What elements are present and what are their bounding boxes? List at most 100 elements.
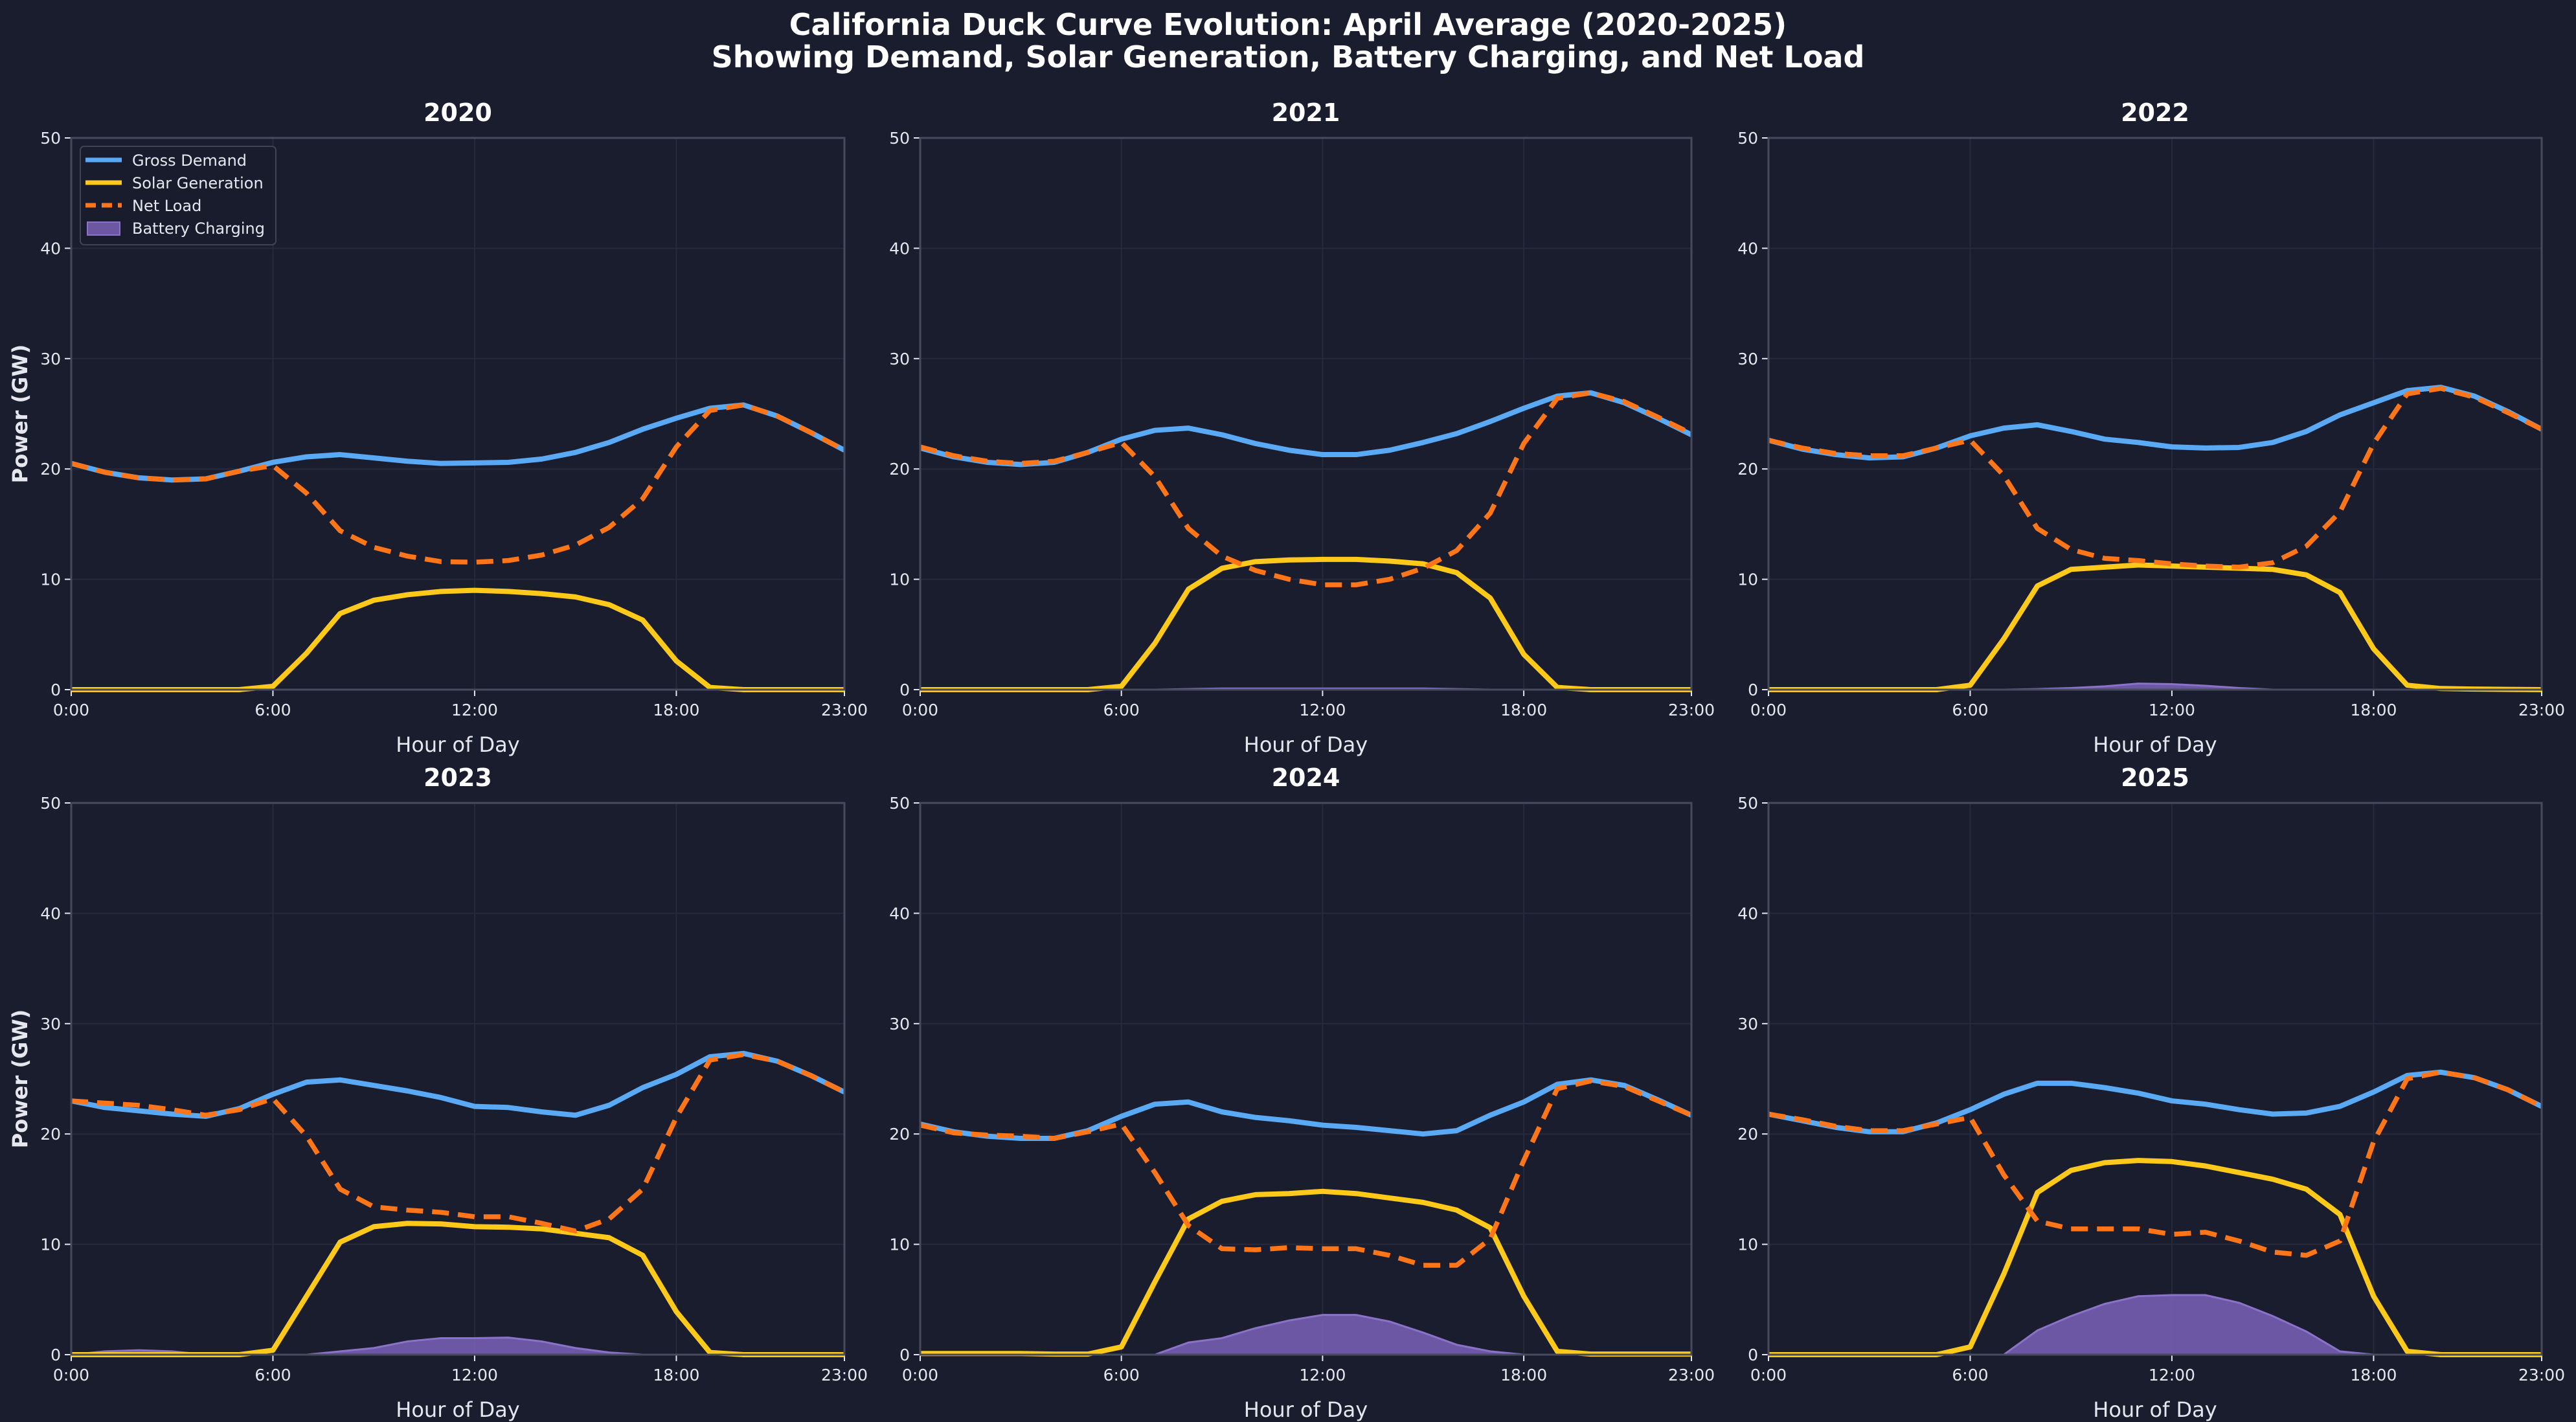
ytick-label: 50	[40, 794, 61, 813]
axes-frame	[70, 137, 846, 691]
net-load-line	[1768, 386, 2543, 570]
axes-frame	[1767, 802, 2543, 1356]
axes-frame	[919, 137, 1693, 691]
x-axis-label: Hour of Day	[1244, 732, 1368, 757]
ytick-label: 20	[889, 1125, 910, 1144]
axes-frame	[1767, 137, 2543, 691]
x-axis-label: Hour of Day	[2093, 732, 2217, 757]
ytick-label: 0	[1748, 1346, 1758, 1364]
x-axis-label: Hour of Day	[396, 1397, 519, 1422]
ytick-label: 30	[889, 350, 910, 368]
panel-2025: 0 10 20 30 40 50 0:00 6:00 12:00 18:00 23:00 2025 Ho…	[1737, 763, 2565, 1422]
panel-title: 2024	[1272, 763, 1340, 792]
plot-area	[920, 138, 1691, 690]
ytick-label: 50	[889, 794, 910, 813]
panel-title: 2025	[2121, 763, 2189, 792]
panel-title: 2021	[1272, 98, 1340, 127]
xtick-label: 6:00	[254, 1366, 291, 1384]
y-axis-label: Power (GW)	[8, 1010, 32, 1148]
plot-area	[71, 803, 844, 1355]
ytick-label: 10	[40, 1236, 61, 1254]
panel-2021: 0 10 20 30 40 50 0:00 6:00 12:00 18:00 23:00 2021 Ho…	[889, 98, 1715, 757]
legend-label: Solar Generation	[132, 174, 264, 192]
net-load-line	[1768, 1070, 2543, 1258]
plot-area	[920, 803, 1691, 1355]
legend-label: Net Load	[132, 197, 201, 215]
xtick-label: 23:00	[1668, 701, 1715, 719]
xtick-label: 0:00	[53, 1366, 89, 1384]
ytick-label: 30	[1737, 350, 1758, 368]
xtick-label: 18:00	[2350, 701, 2397, 719]
panel-title: 2023	[424, 763, 492, 792]
ytick-label: 0	[51, 681, 61, 699]
legend-box	[80, 146, 277, 245]
x-axis-label: Hour of Day	[2093, 1397, 2217, 1422]
xtick-label: 6:00	[1103, 701, 1140, 719]
xtick-label: 23:00	[2518, 701, 2565, 719]
xtick-label: 0:00	[902, 701, 938, 719]
xtick-label: 18:00	[653, 1366, 699, 1384]
legend-swatch-battery	[87, 221, 120, 236]
panel-2024: 0 10 20 30 40 50 0:00 6:00 12:00 18:00 23:00 2024 Ho…	[889, 763, 1715, 1422]
xtick-label: 12:00	[2149, 701, 2195, 719]
figure-subtitle: Showing Demand, Solar Generation, Batter…	[712, 40, 1865, 74]
panel-title: 2022	[2121, 98, 2189, 127]
ytick-label: 50	[40, 129, 61, 148]
xtick-label: 0:00	[1750, 701, 1787, 719]
xtick-label: 23:00	[821, 1366, 868, 1384]
xtick-label: 18:00	[653, 701, 699, 719]
ytick-label: 50	[889, 129, 910, 148]
ytick-label: 30	[40, 1015, 61, 1033]
xtick-label: 6:00	[1952, 1366, 1988, 1384]
ytick-label: 10	[889, 570, 910, 589]
x-axis-label: Hour of Day	[396, 732, 519, 757]
ytick-label: 50	[1737, 794, 1758, 813]
ytick-label: 20	[40, 460, 61, 479]
panel-title: 2020	[424, 98, 492, 127]
ytick-label: 30	[40, 350, 61, 368]
xtick-label: 0:00	[902, 1366, 938, 1384]
net-load-line	[920, 390, 1693, 587]
xtick-label: 23:00	[1668, 1366, 1715, 1384]
ytick-label: 50	[1737, 129, 1758, 148]
axes-frame	[70, 802, 846, 1356]
ytick-label: 40	[889, 904, 910, 923]
plot-area	[1768, 803, 2542, 1355]
xtick-label: 0:00	[53, 701, 89, 719]
ytick-label: 0	[1748, 681, 1758, 699]
y-axis-label: Power (GW)	[8, 344, 32, 483]
xtick-label: 18:00	[2350, 1366, 2397, 1384]
panel-2023: 0 10 20 30 40 50 0:00 6:00 12:00 18:00 23:00 2023 Ho…	[8, 763, 868, 1422]
x-axis-label: Hour of Day	[1244, 1397, 1368, 1422]
panel-2022: 0 10 20 30 40 50 0:00 6:00 12:00 18:00 23:00 2022 Ho…	[1737, 98, 2565, 757]
xtick-label: 6:00	[1952, 701, 1988, 719]
ytick-label: 30	[889, 1015, 910, 1033]
ytick-label: 40	[40, 239, 61, 258]
net-load-line	[71, 402, 846, 565]
ytick-label: 40	[40, 904, 61, 923]
ytick-label: 20	[1737, 1125, 1758, 1144]
ytick-label: 0	[51, 1346, 61, 1364]
xtick-label: 23:00	[821, 701, 868, 719]
ytick-label: 10	[1737, 570, 1758, 589]
xtick-label: 23:00	[2518, 1366, 2565, 1384]
figure-title: California Duck Curve Evolution: April A…	[789, 7, 1787, 42]
ytick-label: 10	[1737, 1236, 1758, 1254]
ytick-label: 0	[899, 681, 910, 699]
xtick-label: 6:00	[1103, 1366, 1140, 1384]
ytick-label: 20	[1737, 460, 1758, 479]
xtick-label: 12:00	[1299, 701, 1346, 719]
xtick-label: 12:00	[451, 701, 498, 719]
ytick-label: 40	[1737, 904, 1758, 923]
xtick-label: 18:00	[1500, 701, 1547, 719]
legend-label: Battery Charging	[132, 220, 265, 238]
xtick-label: 6:00	[254, 701, 291, 719]
ytick-label: 10	[889, 1236, 910, 1254]
ytick-label: 40	[889, 239, 910, 258]
legend-label: Gross Demand	[132, 152, 247, 170]
ytick-label: 0	[899, 1346, 910, 1364]
ytick-label: 20	[889, 460, 910, 479]
net-load-line	[71, 1052, 846, 1234]
xtick-label: 12:00	[2149, 1366, 2195, 1384]
